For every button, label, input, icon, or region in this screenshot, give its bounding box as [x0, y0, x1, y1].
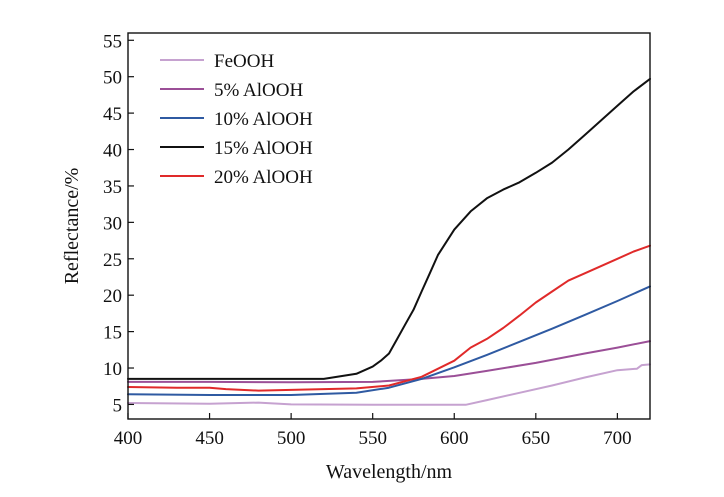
x-tick-label: 400 [114, 428, 143, 449]
series-layer [127, 77, 651, 406]
legend-entry: 10% AlOOH [160, 109, 313, 130]
series-line-20-alooh [127, 244, 651, 392]
y-tick-label: 40 [103, 141, 122, 162]
legend-entry: FeOOH [160, 51, 274, 72]
y-tick-label: 30 [103, 213, 122, 234]
y-axis-title: Reflectance/% [61, 168, 83, 285]
y-tick-label: 55 [103, 31, 122, 52]
series-line-10-alooh [127, 285, 651, 396]
series-line-15-alooh [127, 77, 651, 380]
x-tick-label: 700 [603, 428, 632, 449]
x-tick-label: 600 [440, 428, 469, 449]
legend: FeOOH 5% AlOOH 10% AlOOH 15% AlOOH 20% AlOOH [160, 51, 313, 188]
axes-layer [127, 32, 651, 420]
y-tick-label: 45 [103, 104, 122, 125]
legend-label: 10% AlOOH [214, 109, 313, 130]
legend-label: FeOOH [214, 51, 274, 72]
legend-label: 20% AlOOH [214, 167, 313, 188]
y-tick-label: 10 [103, 359, 122, 380]
y-tick-label: 15 [103, 323, 122, 344]
plot-frame [127, 32, 651, 420]
y-tick-label: 50 [103, 68, 122, 89]
legend-label: 5% AlOOH [214, 80, 303, 101]
legend-label: 15% AlOOH [214, 138, 313, 159]
ticks-layer: 400 450 500 550 600 650 700 5 10 15 20 25 30 35 40 45 50… [103, 31, 632, 449]
y-tick-label: 35 [103, 177, 122, 198]
series-line-feooh [127, 363, 651, 406]
y-tick-label: 25 [103, 250, 122, 271]
legend-entry: 15% AlOOH [160, 138, 313, 159]
x-axis-title: Wavelength/nm [326, 461, 453, 483]
series-line-5-alooh [127, 340, 651, 384]
legend-entry: 5% AlOOH [160, 80, 303, 101]
legend-entry: 20% AlOOH [160, 167, 313, 188]
y-tick-label: 20 [103, 286, 122, 307]
y-tick-label: 5 [113, 395, 123, 416]
x-tick-label: 550 [358, 428, 387, 449]
x-tick-label: 500 [277, 428, 306, 449]
x-tick-label: 450 [195, 428, 224, 449]
x-tick-label: 650 [522, 428, 551, 449]
